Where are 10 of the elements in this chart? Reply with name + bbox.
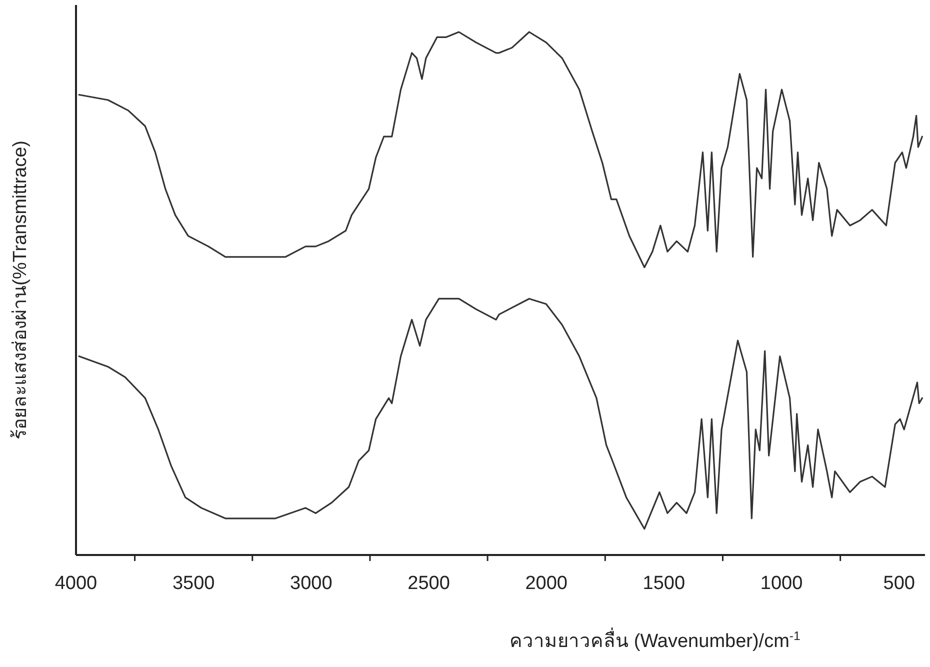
x-tick-label: 2500 bbox=[408, 573, 450, 594]
x-tick-label: 1500 bbox=[642, 573, 686, 594]
y-axis-title: ร้อยละแสงส่องผ่าน(%Transmittrace) bbox=[10, 140, 31, 440]
x-tick-label: 3500 bbox=[172, 573, 215, 594]
x-tick-label: 3000 bbox=[290, 573, 332, 594]
x-tick-label: 2000 bbox=[525, 573, 568, 594]
x-tick-label: 1000 bbox=[760, 573, 803, 594]
x-axis-title: ความยาวคลื่น (Wavenumber)/cm$^{-1}$ bbox=[510, 627, 801, 652]
x-tick-label: 4000 bbox=[54, 573, 98, 594]
x-tick-label: 500 bbox=[883, 573, 915, 594]
